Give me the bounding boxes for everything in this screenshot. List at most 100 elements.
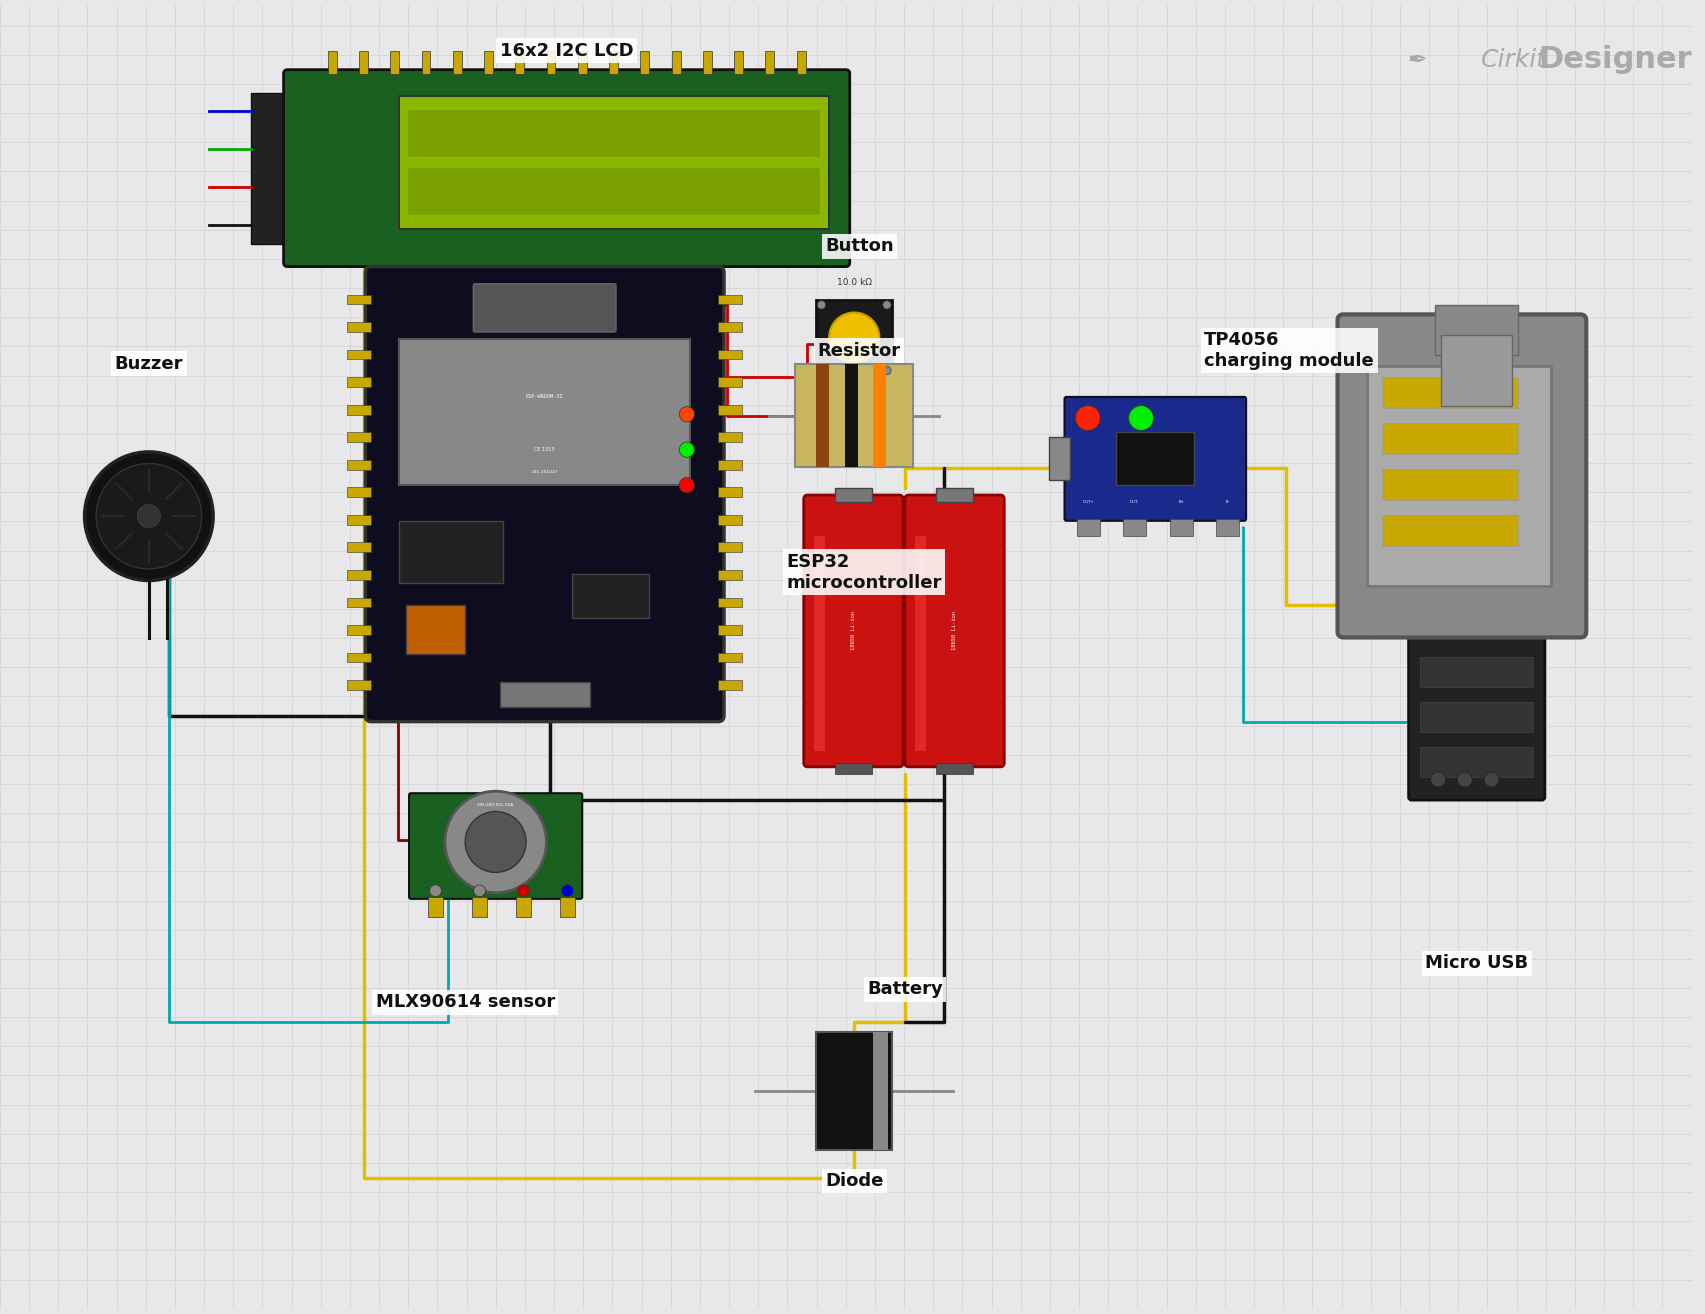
Bar bbox=[1078, 519, 1100, 536]
Bar bbox=[500, 682, 590, 707]
Text: 211-161027: 211-161027 bbox=[532, 470, 558, 474]
Bar bbox=[702, 51, 711, 74]
Text: Designer: Designer bbox=[1538, 46, 1693, 75]
Bar bbox=[916, 536, 926, 752]
Bar bbox=[348, 625, 372, 635]
FancyBboxPatch shape bbox=[1064, 397, 1246, 520]
FancyBboxPatch shape bbox=[905, 495, 1004, 767]
Bar bbox=[873, 1033, 888, 1150]
Bar bbox=[718, 543, 742, 552]
Circle shape bbox=[561, 884, 573, 896]
Circle shape bbox=[474, 884, 486, 896]
Bar bbox=[1367, 365, 1552, 586]
Bar bbox=[517, 897, 532, 917]
Bar bbox=[547, 51, 556, 74]
Bar bbox=[936, 487, 974, 502]
Circle shape bbox=[465, 812, 527, 872]
Bar bbox=[817, 300, 892, 376]
Bar bbox=[348, 405, 372, 414]
Bar bbox=[348, 570, 372, 579]
Bar bbox=[421, 51, 430, 74]
Bar bbox=[936, 763, 974, 774]
Bar bbox=[348, 487, 372, 497]
Bar bbox=[578, 51, 587, 74]
Circle shape bbox=[85, 452, 213, 581]
FancyBboxPatch shape bbox=[803, 495, 904, 767]
Text: 18650 Li-ion: 18650 Li-ion bbox=[851, 611, 856, 650]
Bar bbox=[1216, 519, 1240, 536]
Bar bbox=[1383, 469, 1517, 501]
Bar bbox=[813, 536, 825, 752]
Circle shape bbox=[95, 464, 201, 569]
Circle shape bbox=[829, 313, 880, 363]
Text: B+: B+ bbox=[1178, 501, 1183, 505]
Bar bbox=[406, 604, 465, 653]
Text: ✒: ✒ bbox=[1408, 47, 1427, 72]
Bar bbox=[348, 543, 372, 552]
Bar bbox=[796, 51, 805, 74]
FancyBboxPatch shape bbox=[283, 70, 849, 267]
Text: Battery: Battery bbox=[868, 980, 943, 999]
Bar bbox=[1441, 335, 1512, 406]
Text: ESP-WROOM-32: ESP-WROOM-32 bbox=[525, 394, 563, 399]
Bar bbox=[1383, 377, 1517, 407]
Bar bbox=[718, 294, 742, 305]
Text: Resistor: Resistor bbox=[818, 342, 900, 360]
Bar bbox=[407, 109, 820, 158]
Bar bbox=[428, 897, 443, 917]
Circle shape bbox=[679, 477, 694, 493]
Circle shape bbox=[817, 367, 825, 374]
Bar bbox=[559, 897, 575, 917]
Bar bbox=[1383, 515, 1517, 547]
Circle shape bbox=[445, 791, 546, 892]
Bar bbox=[515, 51, 523, 74]
Bar bbox=[718, 515, 742, 524]
Bar bbox=[718, 653, 742, 662]
Bar bbox=[327, 51, 336, 74]
Bar bbox=[484, 51, 493, 74]
Text: OUT+: OUT+ bbox=[1083, 501, 1095, 505]
Circle shape bbox=[883, 367, 892, 374]
Bar bbox=[817, 364, 829, 468]
Bar bbox=[795, 364, 914, 468]
Circle shape bbox=[1430, 773, 1446, 787]
Text: Micro USB: Micro USB bbox=[1425, 954, 1528, 972]
Bar bbox=[348, 350, 372, 360]
Bar bbox=[817, 1033, 892, 1150]
Bar bbox=[1420, 657, 1533, 687]
Bar bbox=[1420, 746, 1533, 777]
Text: OUT-: OUT- bbox=[1130, 501, 1139, 505]
Text: 18650 Li-ion: 18650 Li-ion bbox=[951, 611, 957, 650]
Text: 10.0 kΩ: 10.0 kΩ bbox=[837, 277, 871, 286]
Circle shape bbox=[138, 505, 160, 528]
Bar bbox=[348, 460, 372, 469]
Bar bbox=[348, 653, 372, 662]
Text: CE 1313: CE 1313 bbox=[534, 447, 554, 452]
Bar bbox=[399, 520, 503, 582]
Bar bbox=[348, 432, 372, 442]
Bar bbox=[718, 625, 742, 635]
Bar bbox=[718, 570, 742, 579]
Text: Button: Button bbox=[825, 238, 893, 255]
Bar bbox=[1124, 519, 1146, 536]
Text: Diode: Diode bbox=[825, 1172, 883, 1190]
Bar bbox=[454, 51, 462, 74]
FancyBboxPatch shape bbox=[474, 284, 616, 332]
Bar bbox=[407, 168, 820, 215]
Bar bbox=[251, 92, 281, 244]
FancyBboxPatch shape bbox=[1408, 603, 1545, 800]
Bar bbox=[641, 51, 650, 74]
Bar bbox=[1420, 702, 1533, 732]
Circle shape bbox=[883, 301, 892, 309]
Text: MLX90614 sensor: MLX90614 sensor bbox=[375, 993, 554, 1012]
Bar bbox=[609, 51, 617, 74]
Text: Cirkit: Cirkit bbox=[1482, 47, 1546, 72]
FancyBboxPatch shape bbox=[365, 267, 725, 721]
FancyBboxPatch shape bbox=[1337, 314, 1586, 637]
Bar bbox=[348, 598, 372, 607]
Bar bbox=[1049, 438, 1071, 481]
Text: TP4056
charging module: TP4056 charging module bbox=[1204, 331, 1374, 371]
Circle shape bbox=[679, 406, 694, 422]
Text: VIN GND SCL SDA: VIN GND SCL SDA bbox=[477, 803, 513, 807]
Bar bbox=[348, 294, 372, 305]
